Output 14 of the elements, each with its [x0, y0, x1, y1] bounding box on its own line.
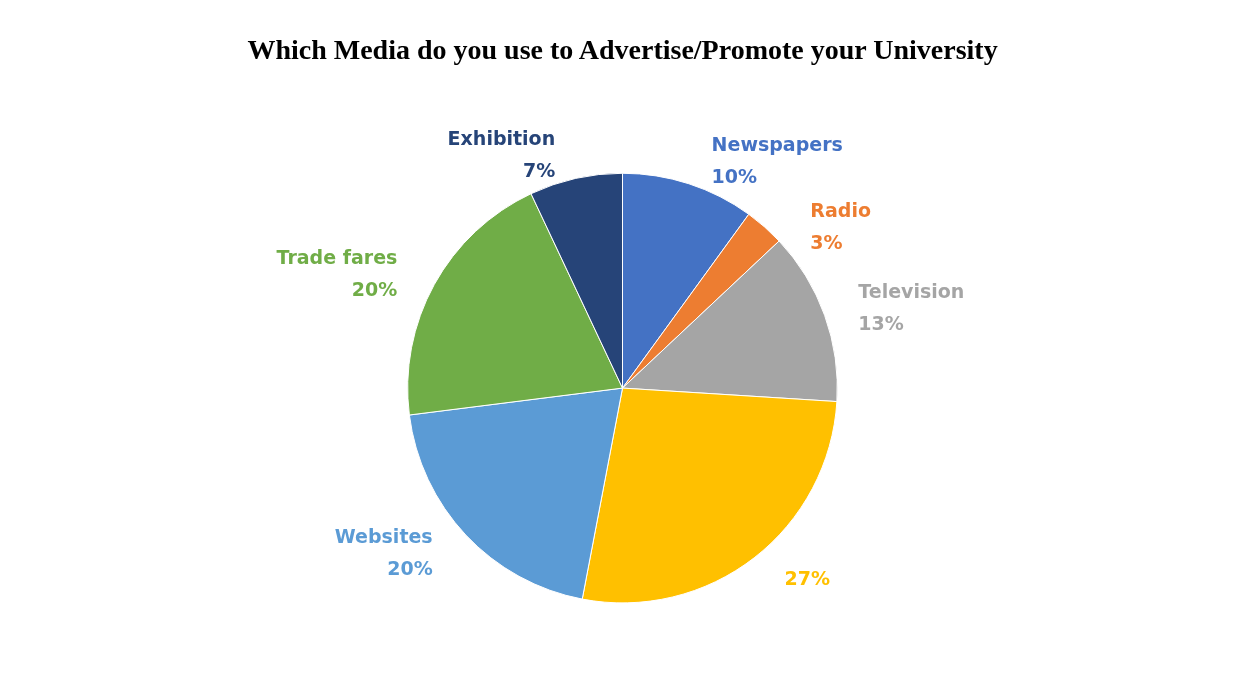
chart-title: Which Media do you use to Advertise/Promote your University — [247, 33, 998, 65]
data-label: 27% — [784, 566, 830, 589]
data-label: 3% — [810, 230, 843, 253]
data-label: 10% — [711, 164, 758, 187]
slice-label: Television — [858, 279, 965, 302]
slice-label: Exhibition — [447, 127, 556, 150]
slice-label: Websites — [334, 525, 433, 548]
slice-label: Newspapers — [711, 132, 843, 155]
data-label: 13% — [858, 311, 904, 334]
slice-label: Trade fares — [276, 245, 398, 268]
data-label: 7% — [522, 159, 556, 182]
slice-label: Radio — [810, 198, 871, 221]
data-label: 20% — [387, 557, 433, 580]
data-label: 20% — [351, 277, 398, 300]
